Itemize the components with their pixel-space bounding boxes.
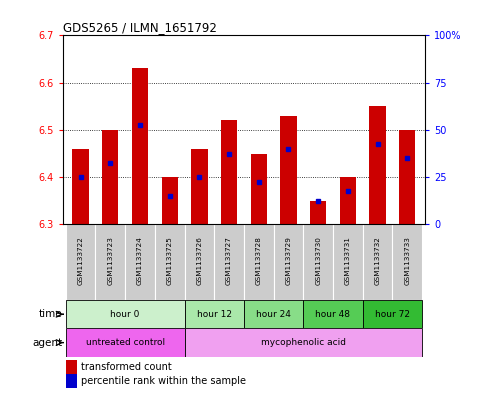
Bar — [310, 201, 327, 224]
Text: hour 24: hour 24 — [256, 310, 291, 319]
Text: mycophenolic acid: mycophenolic acid — [261, 338, 346, 347]
Text: GDS5265 / ILMN_1651792: GDS5265 / ILMN_1651792 — [63, 21, 217, 34]
Bar — [67, 374, 77, 388]
Text: GSM1133725: GSM1133725 — [167, 236, 173, 285]
Bar — [66, 224, 96, 300]
Bar — [363, 224, 392, 300]
Bar — [67, 360, 77, 374]
Bar — [96, 224, 125, 300]
Text: agent: agent — [32, 338, 62, 347]
Bar — [66, 300, 185, 329]
Bar — [185, 329, 422, 357]
Bar — [392, 224, 422, 300]
Bar — [273, 224, 303, 300]
Bar — [369, 106, 386, 224]
Bar — [185, 300, 244, 329]
Bar — [399, 130, 415, 224]
Text: time: time — [39, 309, 62, 319]
Text: hour 72: hour 72 — [375, 310, 410, 319]
Bar — [161, 177, 178, 224]
Bar — [221, 120, 237, 224]
Bar — [363, 300, 422, 329]
Text: percentile rank within the sample: percentile rank within the sample — [81, 376, 246, 386]
Bar — [214, 224, 244, 300]
Bar — [72, 149, 89, 224]
Bar — [191, 149, 208, 224]
Text: GSM1133732: GSM1133732 — [374, 236, 381, 285]
Bar — [303, 300, 363, 329]
Bar — [125, 224, 155, 300]
Bar — [251, 154, 267, 224]
Bar — [244, 300, 303, 329]
Text: hour 0: hour 0 — [111, 310, 140, 319]
Text: GSM1133729: GSM1133729 — [285, 236, 291, 285]
Text: hour 48: hour 48 — [315, 310, 351, 319]
Text: GSM1133724: GSM1133724 — [137, 236, 143, 285]
Text: GSM1133726: GSM1133726 — [197, 236, 202, 285]
Text: hour 12: hour 12 — [197, 310, 232, 319]
Text: GSM1133733: GSM1133733 — [404, 236, 410, 285]
Text: untreated control: untreated control — [85, 338, 165, 347]
Bar — [66, 329, 185, 357]
Bar — [132, 68, 148, 224]
Text: transformed count: transformed count — [81, 362, 171, 372]
Text: GSM1133728: GSM1133728 — [256, 236, 262, 285]
Bar — [340, 177, 356, 224]
Text: GSM1133723: GSM1133723 — [107, 236, 114, 285]
Bar — [303, 224, 333, 300]
Text: GSM1133731: GSM1133731 — [345, 236, 351, 285]
Bar — [102, 130, 118, 224]
Bar — [155, 224, 185, 300]
Bar — [333, 224, 363, 300]
Bar — [244, 224, 273, 300]
Text: GSM1133727: GSM1133727 — [226, 236, 232, 285]
Bar — [185, 224, 214, 300]
Bar — [280, 116, 297, 224]
Text: GSM1133730: GSM1133730 — [315, 236, 321, 285]
Text: GSM1133722: GSM1133722 — [78, 236, 84, 285]
